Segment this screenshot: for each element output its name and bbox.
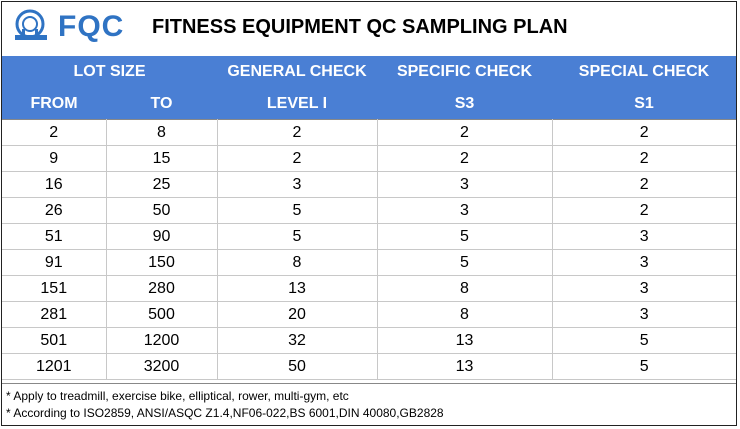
header-level-i: LEVEL I	[217, 88, 377, 120]
header-general-check: GENERAL CHECK	[217, 56, 377, 88]
table-row: 91 150 8 5 3	[2, 249, 736, 276]
header-to: TO	[106, 88, 217, 120]
fqc-logo-icon	[15, 9, 47, 40]
cell-specific: 8	[376, 275, 553, 302]
cell-from: 501	[2, 327, 107, 354]
cell-general: 2	[216, 145, 378, 172]
sampling-plan-table: LOT SIZE GENERAL CHECK SPECIFIC CHECK SP…	[2, 56, 736, 380]
fqc-logo: FQC	[12, 8, 132, 44]
cell-general: 8	[216, 249, 378, 276]
cell-general: 3	[216, 171, 378, 198]
cell-specific: 13	[376, 327, 553, 354]
cell-specific: 8	[376, 301, 553, 328]
cell-general: 13	[216, 275, 378, 302]
cell-specific: 5	[376, 223, 553, 250]
cell-from: 91	[2, 249, 107, 276]
header-from: FROM	[2, 88, 106, 120]
header-special-check: SPECIAL CHECK	[552, 56, 736, 88]
cell-general: 5	[216, 223, 378, 250]
table-row: 26 50 5 3 2	[2, 197, 736, 224]
cell-special: 2	[551, 145, 736, 172]
cell-to: 50	[105, 197, 218, 224]
cell-to: 150	[105, 249, 218, 276]
cell-general: 2	[216, 119, 378, 146]
cell-special: 3	[551, 249, 736, 276]
table-row: 16 25 3 3 2	[2, 171, 736, 198]
logo-text: FQC	[58, 10, 125, 43]
cell-from: 151	[2, 275, 107, 302]
document-header: FQC FITNESS EQUIPMENT QC SAMPLING PLAN	[2, 2, 736, 56]
table-row: 2 8 2 2 2	[2, 119, 736, 146]
cell-to: 500	[105, 301, 218, 328]
cell-from: 51	[2, 223, 107, 250]
cell-special: 3	[551, 275, 736, 302]
table-row: 9 15 2 2 2	[2, 145, 736, 172]
cell-to: 25	[105, 171, 218, 198]
cell-special: 2	[551, 171, 736, 198]
cell-general: 50	[216, 353, 378, 380]
cell-special: 5	[551, 353, 736, 380]
cell-specific: 13	[376, 353, 553, 380]
cell-to: 3200	[105, 353, 218, 380]
cell-from: 26	[2, 197, 107, 224]
cell-to: 1200	[105, 327, 218, 354]
header-row-2: FROM TO LEVEL I S3 S1	[2, 88, 736, 120]
cell-from: 9	[2, 145, 107, 172]
cell-to: 8	[105, 119, 218, 146]
cell-from: 281	[2, 301, 107, 328]
table-row: 51 90 5 5 3	[2, 223, 736, 250]
cell-specific: 2	[376, 119, 553, 146]
header-s3: S3	[377, 88, 552, 120]
cell-from: 1201	[2, 353, 107, 380]
cell-from: 16	[2, 171, 107, 198]
cell-special: 5	[551, 327, 736, 354]
table-row: 1201 3200 50 13 5	[2, 353, 736, 380]
cell-specific: 3	[376, 197, 553, 224]
cell-general: 5	[216, 197, 378, 224]
notes-section: * Apply to treadmill, exercise bike, ell…	[2, 383, 736, 426]
table-row: 281 500 20 8 3	[2, 301, 736, 328]
cell-general: 20	[216, 301, 378, 328]
cell-to: 90	[105, 223, 218, 250]
cell-from: 2	[2, 119, 107, 146]
page-title: FITNESS EQUIPMENT QC SAMPLING PLAN	[152, 16, 568, 38]
header-row-1: LOT SIZE GENERAL CHECK SPECIFIC CHECK SP…	[2, 56, 736, 88]
cell-specific: 5	[376, 249, 553, 276]
cell-special: 3	[551, 223, 736, 250]
cell-special: 2	[551, 119, 736, 146]
cell-special: 3	[551, 301, 736, 328]
header-lot-size: LOT SIZE	[2, 56, 217, 88]
note-standards: * According to ISO2859, ANSI/ASQC Z1.4,N…	[6, 406, 444, 420]
cell-specific: 2	[376, 145, 553, 172]
cell-special: 2	[551, 197, 736, 224]
table-row: 151 280 13 8 3	[2, 275, 736, 302]
header-specific-check: SPECIFIC CHECK	[377, 56, 552, 88]
cell-to: 15	[105, 145, 218, 172]
note-applicability: * Apply to treadmill, exercise bike, ell…	[6, 389, 349, 403]
cell-to: 280	[105, 275, 218, 302]
cell-specific: 3	[376, 171, 553, 198]
header-s1: S1	[552, 88, 736, 120]
cell-general: 32	[216, 327, 378, 354]
table-row: 501 1200 32 13 5	[2, 327, 736, 354]
